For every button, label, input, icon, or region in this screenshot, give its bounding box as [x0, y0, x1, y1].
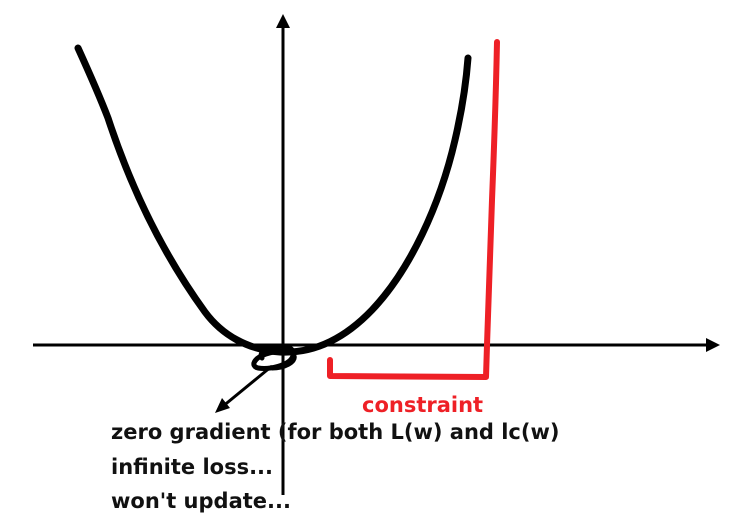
x-axis-arrowhead [706, 338, 720, 352]
pointer-arrowhead [215, 398, 230, 413]
loss-curve [74, 44, 472, 356]
minimum-scribble [251, 343, 297, 371]
note-zero-gradient: zero gradient (for both L(w) and lc(w) [111, 420, 560, 444]
constraint-boundary [327, 39, 500, 380]
constraint-label: constraint [362, 393, 484, 417]
pointer-arrow [221, 364, 273, 409]
y-axis-arrowhead [276, 14, 290, 28]
note-wont-update: won't update... [111, 489, 291, 513]
note-infinite-loss: infinite loss... [111, 455, 274, 479]
